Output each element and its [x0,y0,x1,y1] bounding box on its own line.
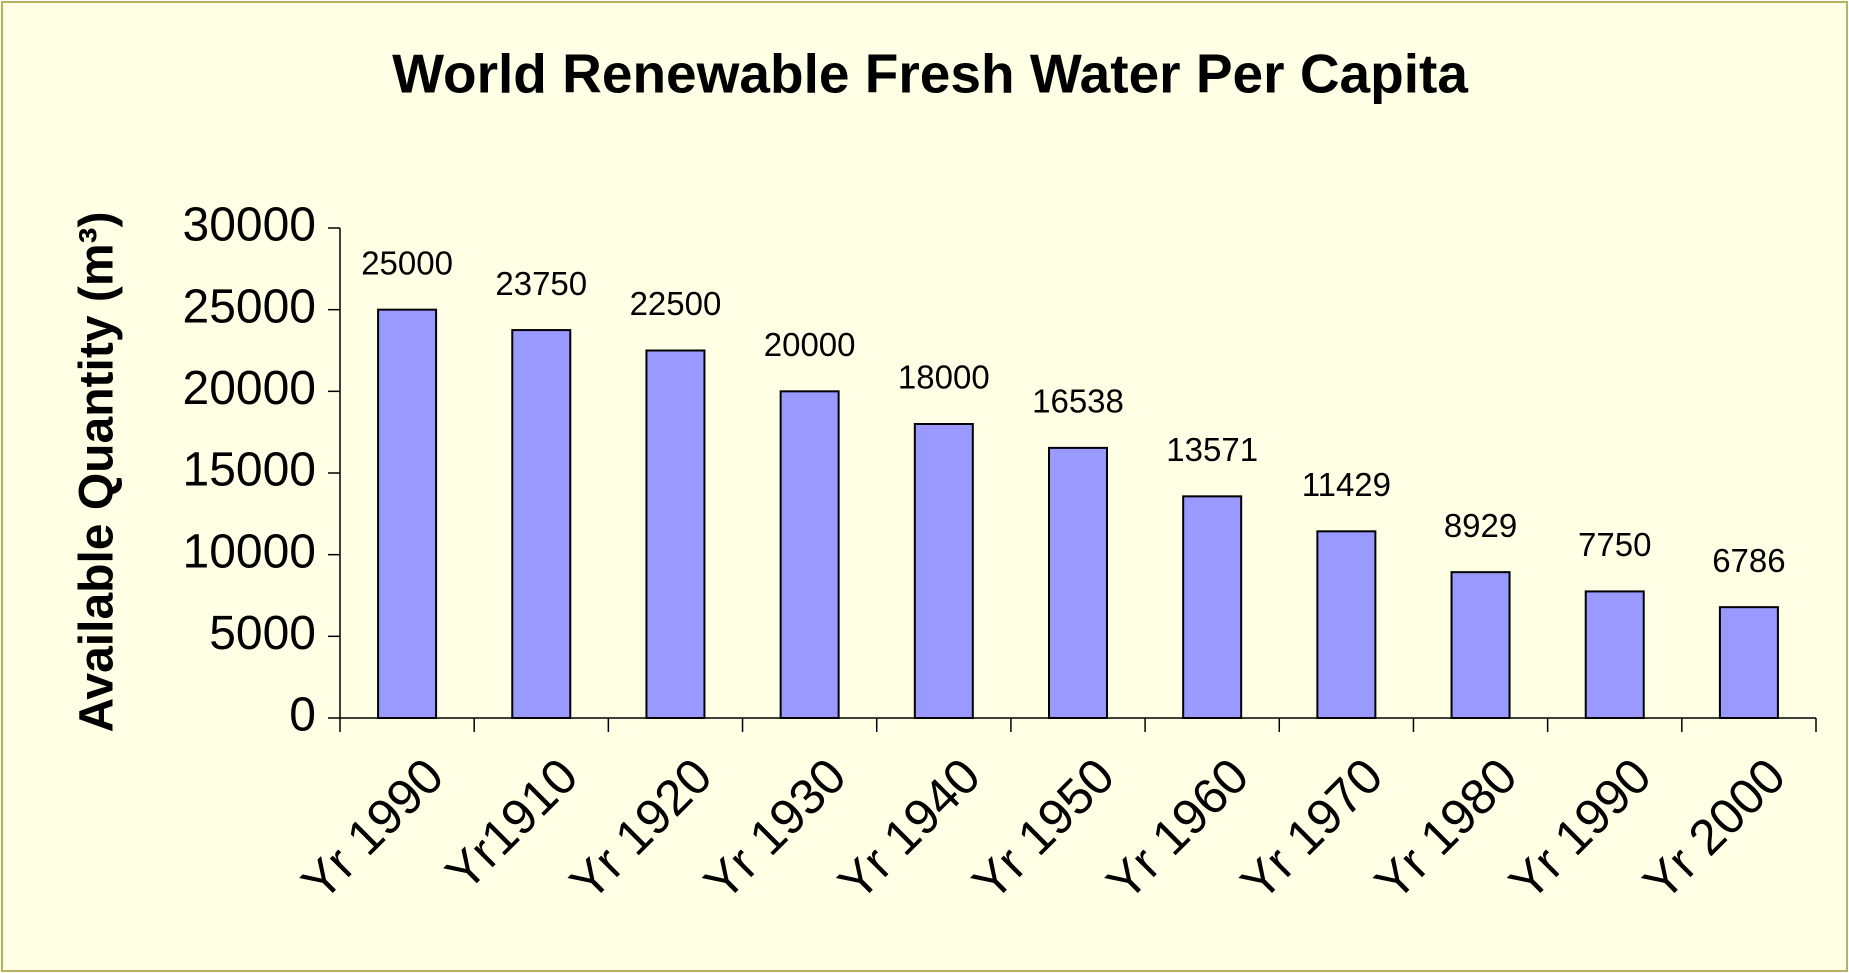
data-label: 20000 [764,326,856,363]
data-label: 7750 [1578,526,1651,563]
bar [377,308,438,719]
bar [1316,530,1377,720]
y-tick-label: 5000 [209,607,316,660]
y-tick-label: 30000 [183,199,316,252]
data-label: 8929 [1444,507,1517,544]
bar [1584,590,1645,720]
data-label: 13571 [1166,431,1258,468]
data-label: 23750 [495,265,587,302]
bar [1718,606,1779,719]
y-tick-label: 25000 [183,280,316,333]
bar [645,349,706,719]
bar [1182,495,1243,719]
y-tick-label: 0 [289,689,316,742]
chart-title: World Renewable Fresh Water Per Capita [392,43,1468,105]
bar [511,329,572,719]
y-tick-label: 20000 [183,362,316,415]
data-label: 18000 [898,359,990,396]
data-label: 11429 [1302,466,1391,503]
y-tick-label: 10000 [183,525,316,578]
data-label: 22500 [630,285,722,322]
data-label: 6786 [1712,542,1785,579]
bar [1048,446,1108,719]
bar [913,423,974,719]
bar [1450,571,1511,719]
y-tick-label: 15000 [183,444,316,497]
y-axis-label: Available Quantity (m³) [71,212,124,733]
data-label: 16538 [1032,383,1124,420]
bar [779,390,840,719]
data-label: 25000 [361,244,453,281]
